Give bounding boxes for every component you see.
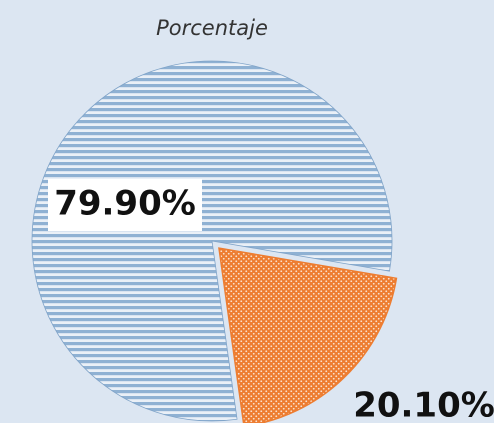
pie-slice [31,60,393,422]
data-label: 79.90% [54,184,196,224]
chart-title: Porcentaje [156,16,268,40]
data-label: 20.10% [353,386,494,423]
pie-slice [218,247,398,423]
data-label-box [48,179,202,231]
